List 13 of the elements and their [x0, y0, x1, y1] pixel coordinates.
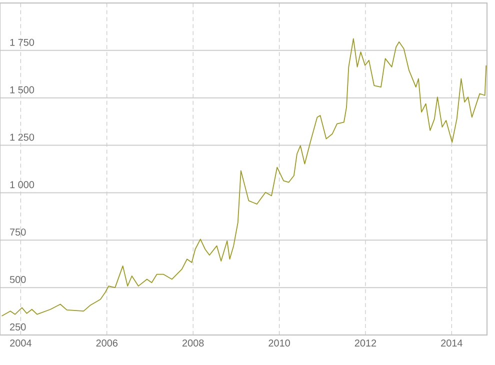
y-tick-label: 1 750	[10, 38, 34, 46]
x-tick-label: 2012	[354, 340, 376, 347]
x-tick-label: 2014	[441, 340, 462, 347]
y-tick-label: 1 250	[10, 134, 34, 141]
y-tick-label: 1 500	[10, 86, 34, 94]
x-tick-label: 2010	[268, 340, 290, 347]
y-tick-label: 1 000	[10, 181, 34, 188]
y-tick-label: 750	[10, 228, 26, 236]
x-tick-label: 2006	[96, 340, 118, 347]
y-tick-label: 500	[10, 276, 26, 284]
y-tick-label: 250	[10, 323, 26, 330]
x-tick-label: 2008	[182, 340, 204, 347]
x-tick-label: 2004	[10, 340, 32, 347]
